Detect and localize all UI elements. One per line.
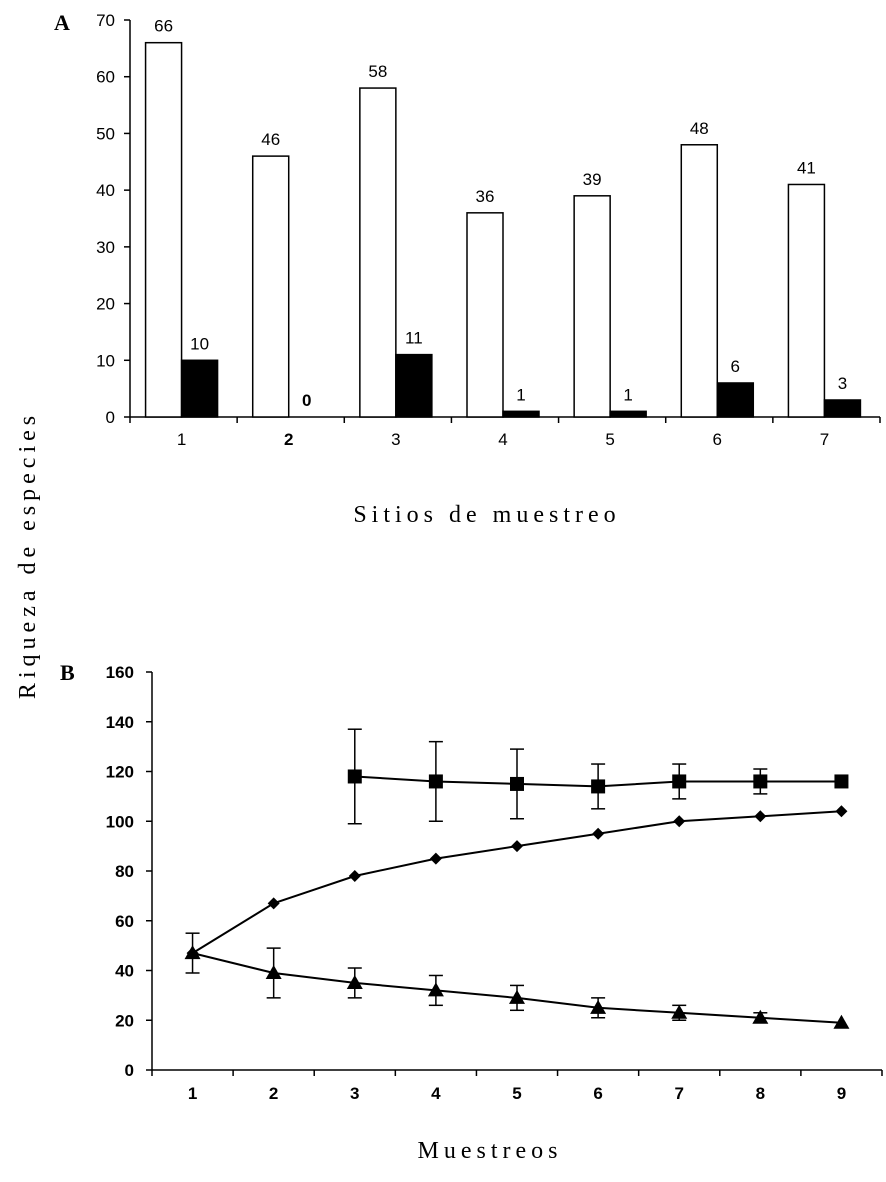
panel-label-b: B	[60, 660, 75, 685]
marker-triangle	[833, 1014, 850, 1029]
marker-square	[428, 774, 443, 789]
marker-square	[672, 774, 687, 789]
data-label-a: 39	[583, 170, 602, 189]
bar-black	[609, 410, 647, 418]
y-tick-label-a: 40	[96, 181, 115, 200]
x-tick-label-a: 7	[820, 430, 829, 449]
marker-diamond	[348, 869, 361, 882]
marker-triangle	[427, 982, 444, 997]
marker-diamond	[429, 852, 442, 865]
bar-black	[502, 410, 540, 418]
x-tick-label-b: 8	[756, 1084, 765, 1103]
x-tick-label-b: 2	[269, 1084, 278, 1103]
panel-label-a: A	[54, 10, 70, 35]
bar-white	[787, 183, 826, 418]
marker-square	[834, 774, 849, 789]
series-line-diamond	[192, 810, 842, 954]
x-tick-label-b: 7	[674, 1084, 683, 1103]
y-tick-label-a: 10	[96, 351, 115, 370]
x-tick-label-a: 1	[177, 430, 186, 449]
data-label-a: 58	[368, 62, 387, 81]
data-label-a: 10	[190, 334, 209, 353]
bar-black	[823, 399, 862, 418]
marker-square	[591, 779, 606, 794]
y-tick-label-a: 0	[106, 408, 115, 427]
data-label-a: 46	[261, 130, 280, 149]
marker-square	[753, 774, 768, 789]
x-tick-label-a: 2	[284, 430, 293, 449]
x-tick-label-a: 6	[713, 430, 722, 449]
marker-triangle	[265, 964, 282, 979]
marker-triangle	[509, 989, 525, 1004]
x-tick-label-b: 6	[593, 1084, 602, 1103]
data-label-a: 6	[731, 357, 740, 376]
x-axis-title-a: Sitios de muestreo	[353, 502, 620, 528]
bar-black	[395, 353, 433, 418]
data-label-a: 66	[154, 17, 173, 36]
y-tick-label-b: 20	[115, 1011, 134, 1030]
marker-square	[510, 776, 524, 791]
y-tick-label-b: 140	[106, 713, 134, 732]
marker-triangle	[671, 1004, 688, 1019]
x-tick-label-b: 5	[512, 1084, 521, 1103]
data-label-a: 1	[623, 385, 632, 404]
y-tick-label-b: 160	[106, 663, 134, 682]
x-tick-label-b: 4	[431, 1084, 441, 1103]
x-axis-title-b: Muestreos	[418, 1138, 563, 1164]
y-tick-label-a: 50	[96, 124, 115, 143]
y-tick-label-b: 40	[115, 962, 134, 981]
y-tick-label-a: 20	[96, 295, 115, 314]
data-label-a: 0	[302, 391, 311, 410]
bar-black	[716, 382, 755, 418]
bar-white	[359, 87, 397, 418]
y-tick-label-b: 0	[125, 1061, 134, 1080]
marker-diamond	[835, 805, 848, 818]
marker-triangle	[590, 999, 607, 1014]
data-label-a: 36	[476, 187, 495, 206]
bar-chart-a: A010203040506070166102460358114361539164…	[54, 10, 881, 528]
data-label-a: 11	[405, 329, 423, 348]
marker-diamond	[511, 840, 523, 853]
bar-black	[180, 359, 219, 418]
data-label-a: 48	[690, 119, 709, 138]
bar-white	[680, 144, 719, 418]
bar-white	[251, 155, 290, 418]
marker-triangle	[184, 945, 201, 960]
x-tick-label-b: 9	[837, 1084, 846, 1103]
marker-triangle	[752, 1009, 769, 1024]
marker-diamond	[267, 897, 280, 910]
x-tick-label-a: 5	[605, 430, 614, 449]
bar-white	[466, 212, 504, 418]
y-tick-label-a: 60	[96, 68, 115, 87]
x-tick-label-a: 4	[498, 430, 507, 449]
data-label-a: 1	[516, 385, 525, 404]
y-axis-title: Riqueza de especies	[15, 411, 41, 699]
data-label-a: 41	[797, 158, 816, 177]
data-label-a: 3	[838, 374, 847, 393]
y-tick-label-b: 120	[106, 763, 134, 782]
marker-diamond	[754, 810, 767, 823]
x-tick-label-b: 1	[188, 1084, 197, 1103]
y-tick-label-a: 70	[96, 11, 115, 30]
y-tick-label-a: 30	[96, 238, 115, 257]
line-chart-b: B 0 20 40 60 80 100 120 140 160 1 2 3 4 5 6 7 8 9 Muestreos	[60, 660, 883, 1164]
bar-white	[573, 195, 611, 418]
y-tick-label-b: 60	[115, 912, 134, 931]
marker-square	[347, 769, 362, 784]
x-tick-label-a: 3	[391, 430, 400, 449]
bar-white	[144, 41, 183, 418]
marker-diamond	[592, 827, 605, 840]
y-tick-label-b: 100	[106, 812, 134, 831]
y-tick-label-b: 80	[115, 862, 134, 881]
marker-triangle	[346, 974, 363, 989]
x-tick-label-b: 3	[350, 1084, 359, 1103]
marker-diamond	[673, 815, 686, 828]
